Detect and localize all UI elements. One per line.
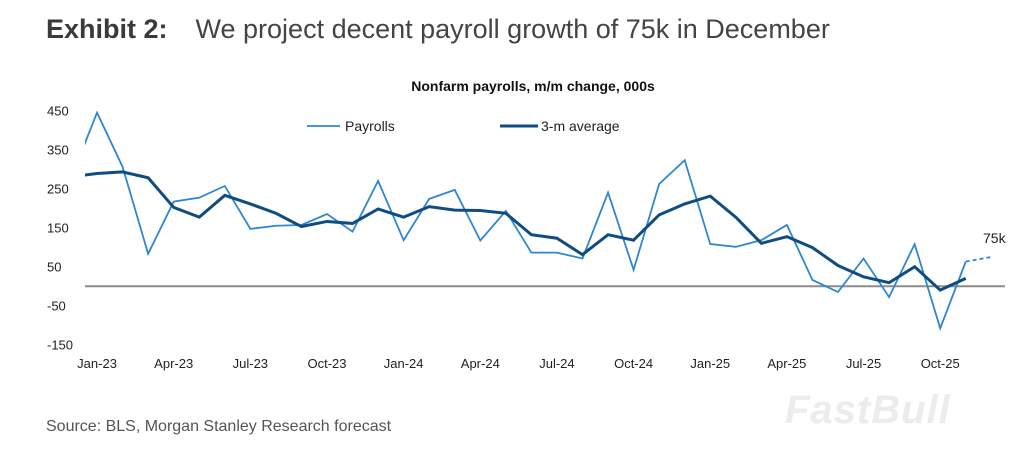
exhibit-number: Exhibit 2: (46, 14, 168, 44)
x-tick-label: Jul-25 (846, 356, 881, 371)
x-tick-label: Oct-25 (921, 356, 960, 371)
x-tick-label: Jan-24 (384, 356, 424, 371)
x-tick-label: Apr-25 (767, 356, 806, 371)
x-tick-label: Apr-24 (461, 356, 500, 371)
y-tick-label: -150 (47, 338, 73, 353)
x-tick-label: Jan-23 (77, 356, 117, 371)
x-tick-label: Jan-25 (690, 356, 730, 371)
source-note: Source: BLS, Morgan Stanley Research for… (46, 418, 392, 435)
payrolls-chart: Nonfarm payrolls, m/m change, 000s 450 35… (47, 78, 1007, 371)
legend: Payrolls 3-m average (307, 118, 620, 134)
exhibit-title: We project decent payroll growth of 75k … (195, 14, 830, 44)
y-tick-label: 50 (47, 260, 61, 275)
x-tick-label: Jul-24 (539, 356, 574, 371)
y-tick-label: 450 (47, 104, 69, 119)
y-tick-label: 150 (47, 221, 69, 236)
x-tick-label: Jul-23 (233, 356, 268, 371)
y-tick-label: -50 (47, 299, 66, 314)
x-tick-label: Oct-23 (307, 356, 346, 371)
forecast-label: 75k (983, 230, 1007, 246)
watermark-logo: FastBull (785, 388, 951, 432)
y-tick-label: 250 (47, 182, 69, 197)
y-tick-label: 350 (47, 143, 69, 158)
legend-label-3m-average: 3-m average (541, 118, 620, 134)
forecast-dashed-line (965, 256, 992, 263)
x-tick-label: Apr-23 (154, 356, 193, 371)
legend-label-payrolls: Payrolls (345, 118, 395, 134)
exhibit-header: Exhibit 2: We project decent payroll grow… (46, 14, 830, 45)
chart-title: Nonfarm payrolls, m/m change, 000s (411, 78, 655, 94)
series-line-3m-average (85, 170, 967, 292)
series-line-payrolls (85, 110, 967, 332)
x-tick-label: Oct-24 (614, 356, 653, 371)
